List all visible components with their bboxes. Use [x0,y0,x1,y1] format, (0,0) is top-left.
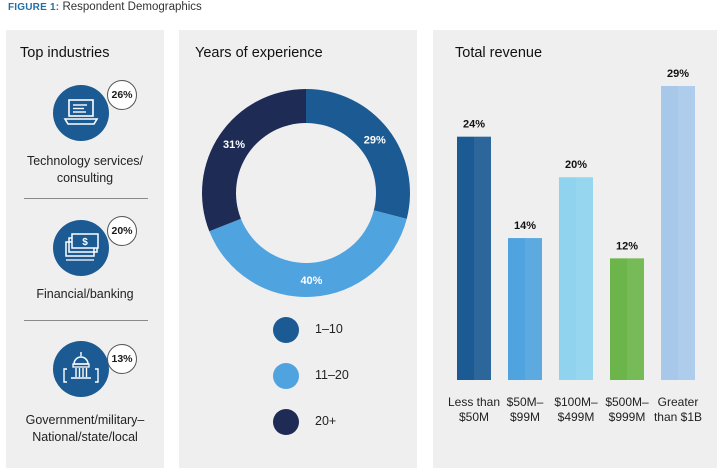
divider [24,320,148,321]
donut-data-label: 40% [300,275,322,287]
bar-4 [661,86,695,380]
figure-title-text: Respondent Demographics [62,1,202,13]
bar-category-label: $999M [609,410,646,424]
bar-3 [610,258,644,380]
bar-shade [627,258,644,380]
bar-shade [576,177,593,380]
experience-title: Years of experience [195,45,323,61]
revenue-panel: Total revenue 24% Less than $50M 14% $50M– $9… [433,30,717,468]
industries-title: Top industries [20,45,110,61]
experience-donut-chart: 29% 40% 31% [202,89,410,298]
donut-data-label: 31% [223,139,245,151]
industries-panel: Top industries 26% Technology services/ … [6,30,164,468]
legend-item: 20+ [273,409,393,435]
donut-data-label: 29% [364,135,386,147]
figure-label: FIGURE 1: [8,2,60,13]
industry-label-line: Government/military– [25,413,145,427]
bar-data-label: 24% [463,119,485,131]
legend-label: 20+ [315,414,337,428]
bar-category-label: $100M– [554,395,598,409]
bar-shade [678,86,695,380]
revenue-title: Total revenue [455,45,543,61]
industry-pct-badge: 26% [107,80,137,110]
bar-category-label: $99M [510,410,540,424]
industry-label-line: Technology services/ [26,154,144,168]
experience-panel: Years of experience 29% 40% 31% 1–10 11–20 2… [179,30,417,468]
bar-category-label: $50M– [507,395,544,409]
donut-slice-11–20 [209,210,407,298]
bar-data-label: 29% [667,68,689,80]
bar-category-label: than $1B [654,410,702,424]
bar-0 [457,136,491,380]
legend-label: 11–20 [315,368,349,382]
bar-shade [474,136,491,380]
bar-data-label: 20% [565,159,587,171]
bar-category-label: Greater [658,395,699,409]
bar-category-label: Less than [448,395,500,409]
industry-label: Technology services/ consulting [6,153,164,187]
bar-shade [525,238,542,380]
figure-title: FIGURE 1: Respondent Demographics [8,1,202,13]
money-stack-icon: $ [53,220,109,276]
industry-pct-badge: 20% [107,216,137,246]
industry-label-line: Financial/banking [36,287,134,301]
legend-swatch [273,409,299,435]
legend-swatch [273,363,299,389]
bar-2 [559,177,593,380]
laptop-icon [53,85,109,141]
capitol-building-icon [53,341,109,397]
svg-text:$: $ [82,237,88,248]
bar-category-label: $500M– [605,395,649,409]
industry-pct-badge: 13% [107,344,137,374]
legend-label: 1–10 [315,322,343,336]
divider [24,198,148,199]
legend-swatch [273,317,299,343]
donut-slice-20+ [202,89,306,232]
bar-category-label: $499M [558,410,595,424]
bar-data-label: 14% [514,220,536,232]
legend-item: 1–10 [273,317,393,343]
revenue-bar-chart: 24% Less than$50M 14% $50M–$99M 20% $100M–$49… [448,68,702,424]
industry-label: Government/military– National/state/loca… [6,412,164,446]
legend-item: 11–20 [273,363,393,389]
bar-category-label: $50M [459,410,489,424]
industry-label-line: consulting [56,171,114,185]
bar-data-label: 12% [616,240,638,252]
industry-label: Financial/banking [6,286,164,303]
industry-label-line: National/state/local [32,430,138,444]
donut-slice-1–10 [306,89,410,219]
bar-1 [508,238,542,380]
